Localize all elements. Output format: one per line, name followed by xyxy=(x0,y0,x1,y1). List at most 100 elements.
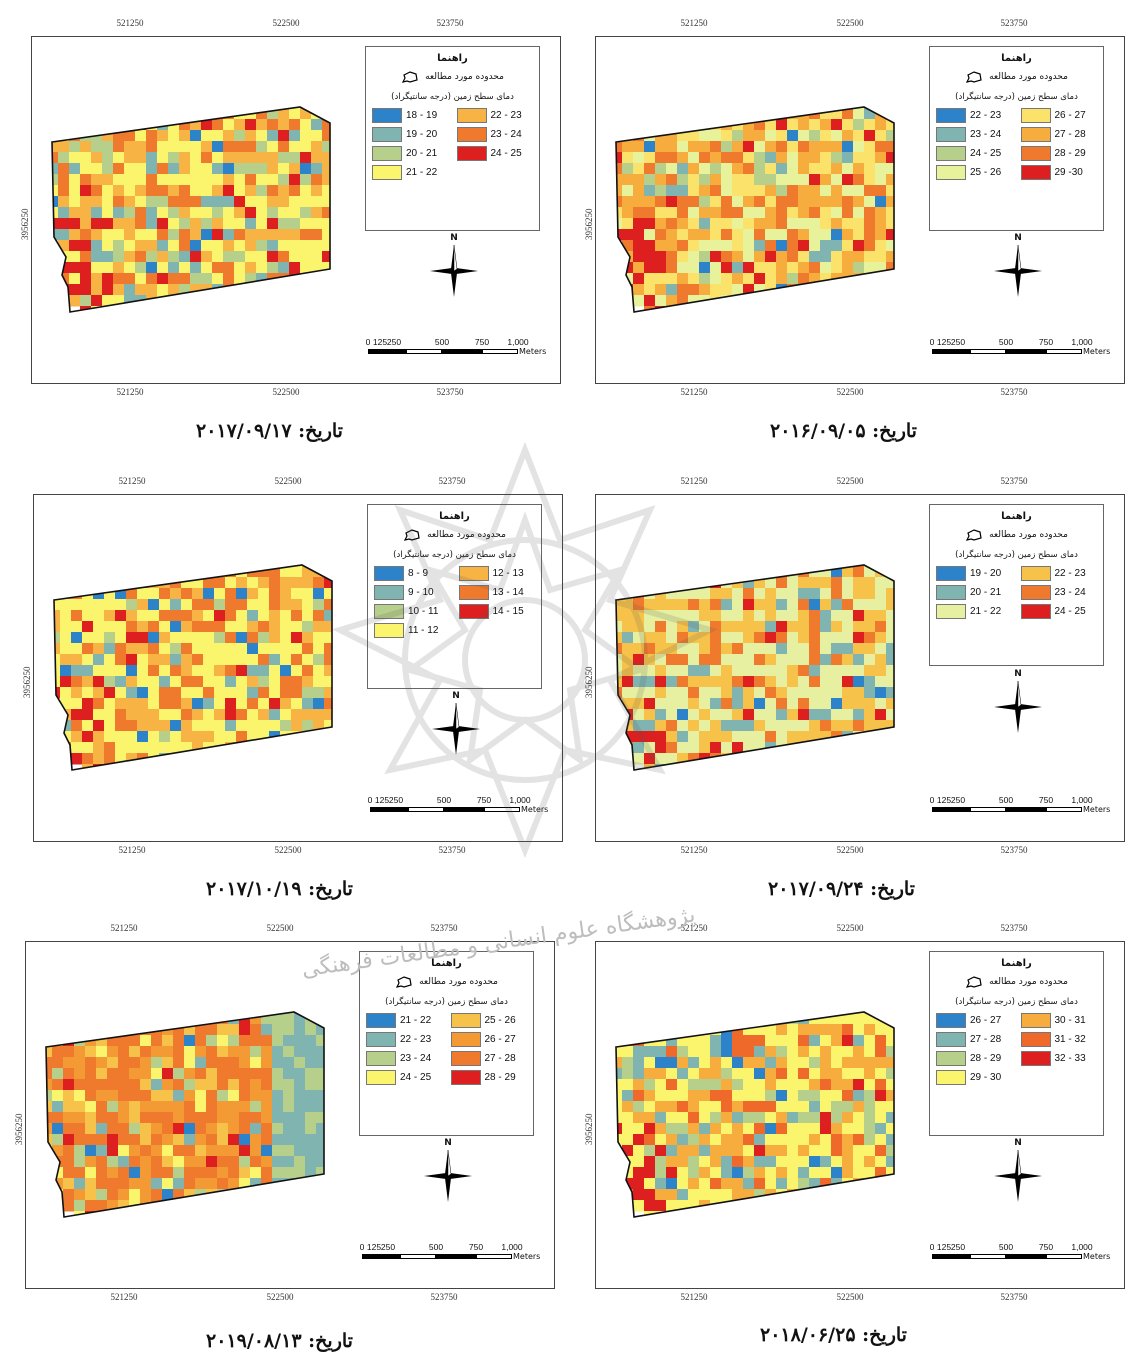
north-label: N xyxy=(1014,1138,1022,1148)
legend-class: 32 - 33 xyxy=(1020,1051,1098,1066)
legend-class: 14 - 15 xyxy=(458,604,536,619)
legend-swatch xyxy=(372,127,402,142)
legend-class-label: 22 - 23 xyxy=(1054,568,1086,579)
north-label: N xyxy=(1014,233,1022,243)
legend-spacer xyxy=(1021,1070,1098,1085)
y-tick: 3956250 xyxy=(584,208,594,241)
legend-swatch xyxy=(936,165,966,180)
x-tick-bottom: 523750 xyxy=(1000,387,1028,397)
legend-class: 10 - 11 xyxy=(374,604,451,619)
legend-study-area-label: محدوده مورد مطالعه xyxy=(989,72,1068,82)
legend-class: 22 - 23 xyxy=(366,1032,443,1047)
legend-class: 23 - 24 xyxy=(1020,585,1098,600)
legend-swatch xyxy=(458,566,489,581)
legend-class: 25 - 26 xyxy=(936,165,1013,180)
legend-class-label: 28 - 29 xyxy=(484,1072,516,1083)
legend-swatch xyxy=(1020,108,1051,123)
x-tick-top: 523750 xyxy=(1000,18,1028,28)
legend-swatch xyxy=(1020,566,1051,581)
legend-class-label: 27 - 28 xyxy=(970,1034,1002,1045)
legend-swatch xyxy=(458,604,489,619)
legend-title: راهنما xyxy=(1001,958,1032,969)
legend-study-area: محدوده مورد مطالعه xyxy=(374,528,535,542)
north-arrow-icon: N xyxy=(428,691,484,759)
map-frame: راهنما محدوده مورد مطالعه دمای سطح زمین … xyxy=(595,941,1125,1289)
x-tick-bottom: 522500 xyxy=(836,387,864,397)
legend-swatch xyxy=(1020,165,1051,180)
legend-class-label: 21 - 22 xyxy=(400,1015,432,1026)
legend-class-label: 28 - 29 xyxy=(1054,148,1086,159)
y-tick: 3956250 xyxy=(14,1113,24,1146)
legend-class: 29 -30 xyxy=(1020,165,1098,180)
date-caption: تاریخ: ۲۰۱۶/۰۹/۰۵ xyxy=(770,420,917,442)
legend-study-area-label: محدوده مورد مطالعه xyxy=(989,977,1068,987)
map-frame: راهنما محدوده مورد مطالعه دمای سطح زمین … xyxy=(595,36,1125,384)
legend-class: 25 - 26 xyxy=(450,1013,528,1028)
legend-class-label: 19 - 20 xyxy=(406,129,438,140)
legend-classes: 18 - 19 22 - 23 19 - 20 23 - 24 20 - 21 24 - … xyxy=(372,108,533,180)
x-tick-top: 521250 xyxy=(110,923,138,933)
scale-label: 0 xyxy=(365,337,371,347)
scale-label: 750 xyxy=(474,337,490,347)
legend-class: 19 - 20 xyxy=(372,127,449,142)
legend-class-label: 27 - 28 xyxy=(1054,129,1086,140)
scale-label: 125 xyxy=(936,1242,952,1252)
legend-class: 11 - 12 xyxy=(374,623,451,638)
legend-class: 21 - 22 xyxy=(372,165,449,180)
legend-class-label: 20 - 21 xyxy=(406,148,438,159)
legend-class-label: 24 - 25 xyxy=(970,148,1002,159)
study-area-outline-icon xyxy=(965,976,982,988)
scale-label: 0 xyxy=(359,1242,365,1252)
legend-class-label: 23 - 24 xyxy=(1054,587,1086,598)
legend-study-area-label: محدوده مورد مطالعه xyxy=(989,530,1068,540)
legend-swatch xyxy=(458,585,489,600)
legend-swatch xyxy=(1020,1013,1051,1028)
legend-study-area: محدوده مورد مطالعه xyxy=(366,975,527,989)
lst-raster-map xyxy=(45,1011,325,1218)
legend-class-label: 31 - 32 xyxy=(1054,1034,1086,1045)
legend-class: 28 - 29 xyxy=(450,1070,528,1085)
date-caption: تاریخ: ۲۰۱۷/۰۹/۲۴ xyxy=(768,878,915,900)
x-tick-top: 522500 xyxy=(274,476,302,486)
legend-swatch xyxy=(936,1032,966,1047)
legend-swatch xyxy=(450,1032,481,1047)
x-tick-top: 522500 xyxy=(836,18,864,28)
legend-swatch xyxy=(936,1070,966,1085)
x-tick-top: 523750 xyxy=(1000,923,1028,933)
x-tick-top: 523750 xyxy=(430,923,458,933)
x-tick-bottom: 521250 xyxy=(680,387,708,397)
legend-swatch xyxy=(1020,127,1051,142)
legend-class-label: 26 - 27 xyxy=(970,1015,1002,1026)
date-caption: تاریخ: ۲۰۱۹/۰۸/۱۳ xyxy=(206,1330,353,1352)
legend-class: 19 - 20 xyxy=(936,566,1013,581)
study-area-outline-icon xyxy=(401,71,418,83)
legend-swatch xyxy=(366,1032,396,1047)
legend-swatch xyxy=(374,604,404,619)
date-caption: تاریخ: ۲۰۱۷/۰۹/۱۷ xyxy=(196,420,343,442)
map-legend: راهنما محدوده مورد مطالعه دمای سطح زمین … xyxy=(929,504,1104,666)
legend-temperature-label: دمای سطح زمین (درجه سانتیگراد) xyxy=(393,550,516,560)
scale-label: 250 xyxy=(950,337,966,347)
legend-study-area: محدوده مورد مطالعه xyxy=(936,975,1097,989)
legend-swatch xyxy=(456,108,487,123)
legend-class-label: 19 - 20 xyxy=(970,568,1002,579)
legend-swatch xyxy=(936,566,966,581)
scale-label: 1,000 xyxy=(507,337,529,347)
x-tick-bottom: 523750 xyxy=(1000,1292,1028,1302)
x-tick-top: 521250 xyxy=(680,923,708,933)
legend-class: 31 - 32 xyxy=(1020,1032,1098,1047)
legend-classes: 26 - 27 30 - 31 27 - 28 31 - 32 28 - 29 32 - … xyxy=(936,1013,1097,1085)
legend-class-label: 21 - 22 xyxy=(970,606,1002,617)
scale-label: 125 xyxy=(372,337,388,347)
legend-class: 22 - 23 xyxy=(1020,566,1098,581)
y-tick: 3956250 xyxy=(584,1113,594,1146)
scale-unit: Meters xyxy=(1083,347,1111,356)
y-tick: 3956250 xyxy=(22,666,32,699)
legend-class-label: 24 - 25 xyxy=(400,1072,432,1083)
scale-label: 0 xyxy=(929,1242,935,1252)
scale-label: 1,000 xyxy=(1071,337,1093,347)
x-tick-bottom: 521250 xyxy=(118,845,146,855)
legend-class-label: 26 - 27 xyxy=(1054,110,1086,121)
scale-label: 0 xyxy=(367,795,373,805)
legend-class-label: 12 - 13 xyxy=(492,568,524,579)
